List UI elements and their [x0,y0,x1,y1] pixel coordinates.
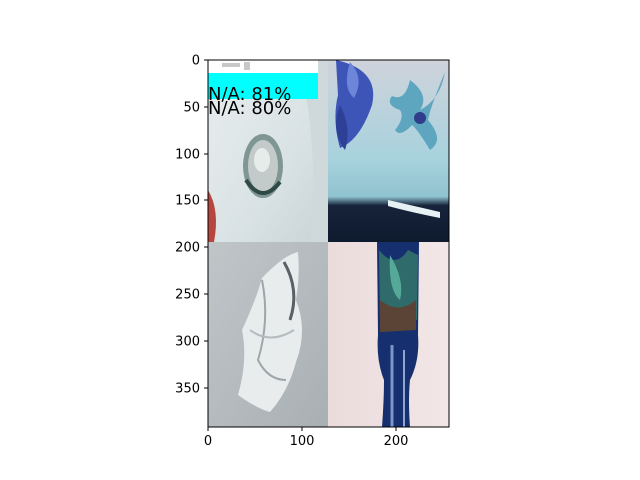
tile-top-right [328,60,449,242]
image-mosaic [208,60,449,427]
y-tick-label: 150 [175,194,200,209]
axes-frame [207,59,450,428]
y-tick-label: 200 [175,241,200,256]
x-tick-label: 200 [384,434,409,449]
y-tick-label: 250 [175,288,200,303]
tile-bottom-left [208,242,328,427]
tile-bottom-right [328,242,449,427]
y-tick-label: 50 [183,101,200,116]
detection-overlay: N/A: 80% N/A: 81% [208,60,318,119]
detection-box-81 [208,73,318,99]
y-tick-label: 0 [192,54,200,69]
x-axis: 0 100 200 [204,427,409,449]
x-tick-label: 0 [204,434,212,449]
y-tick-label: 300 [175,335,200,350]
x-tick-label: 100 [290,434,315,449]
detection-label-80: N/A: 80% [208,98,291,119]
y-axis: 0 50 100 150 200 250 300 350 [175,54,208,397]
detection-label-81: N/A: 81% [208,84,291,105]
y-tick-label: 100 [175,148,200,163]
y-tick-label: 350 [175,382,200,397]
